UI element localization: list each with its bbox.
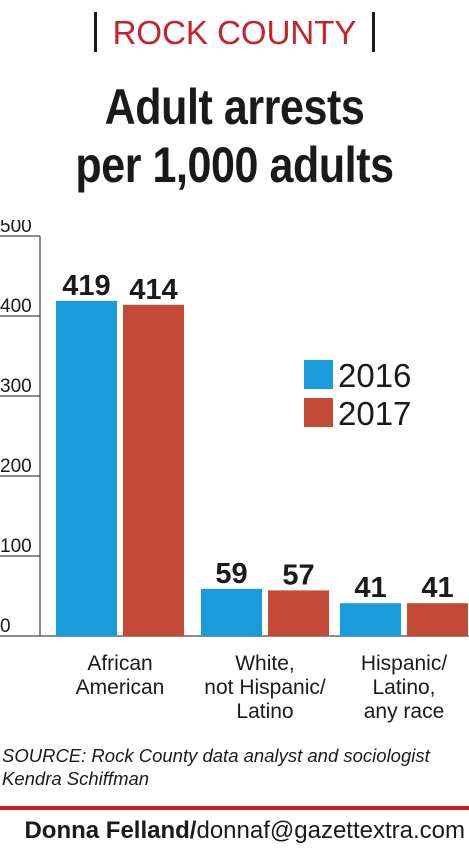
y-tick-label-100: 100 (0, 536, 32, 557)
category-label-2-line-2: not Hispanic/ (204, 676, 326, 699)
y-tick-label-0: 0 (0, 616, 11, 637)
kicker-label: ROCK COUNTY (112, 14, 357, 51)
kicker-left-bar (94, 12, 97, 52)
data-label-2016-cat3: 41 (354, 572, 386, 604)
kicker-right-bar (372, 12, 375, 52)
category-label-2-line-1: White, (235, 652, 295, 675)
category-label-2-line-3: Latino (236, 700, 293, 723)
bar-2017-cat2 (268, 590, 329, 636)
bar-2016-cat3 (340, 603, 401, 636)
y-tick-label-300: 300 (0, 376, 32, 397)
category-label-3-line-3: any race (364, 700, 445, 723)
bar-chart: 0 100 200 300 400 500 419 59 41 414 57 41 AfricanAme… (0, 220, 469, 723)
y-tick-label-200: 200 (0, 456, 32, 477)
source-note: SOURCE: Rock County data analyst and soc… (2, 745, 430, 789)
data-label-2017-cat2: 57 (282, 559, 314, 591)
chart-title: Adult arrests per 1,000 adults (33, 78, 436, 194)
credit-name: Donna Felland/ (24, 817, 197, 844)
data-label-2016-cat2: 59 (215, 558, 247, 590)
legend-swatch-2016 (304, 360, 333, 389)
chart-title-line-2: per 1,000 adults (75, 137, 394, 193)
bar-2017-cat3 (407, 603, 468, 636)
legend-swatch-2017 (304, 398, 333, 427)
data-label-2017-cat1: 414 (129, 274, 177, 306)
data-label-2016-cat1: 419 (62, 270, 110, 302)
bar-2016-cat2 (201, 588, 262, 636)
credit-email: donnaf@gazettextra.com (196, 817, 465, 844)
credit-line: Donna Felland/donnaf@gazettextra.com (24, 817, 465, 845)
legend-label-2016: 2016 (338, 357, 411, 394)
bar-2017-cat1 (123, 304, 184, 636)
category-label-3-line-1: Hispanic/ (361, 652, 448, 675)
footer-rule (0, 806, 469, 810)
legend-label-2017: 2017 (338, 395, 411, 432)
category-label-1-line-2: American (76, 676, 165, 699)
bar-2016-cat1 (56, 300, 117, 636)
kicker-block: ROCK COUNTY (0, 6, 469, 52)
chart-title-line-1: Adult arrests (104, 79, 365, 135)
data-label-2017-cat3: 41 (421, 572, 453, 604)
category-label-3-line-2: Latino, (372, 676, 435, 699)
category-label-1-line-1: African (87, 652, 152, 675)
y-tick-label-400: 400 (0, 296, 32, 317)
y-tick-label-500: 500 (0, 220, 32, 237)
